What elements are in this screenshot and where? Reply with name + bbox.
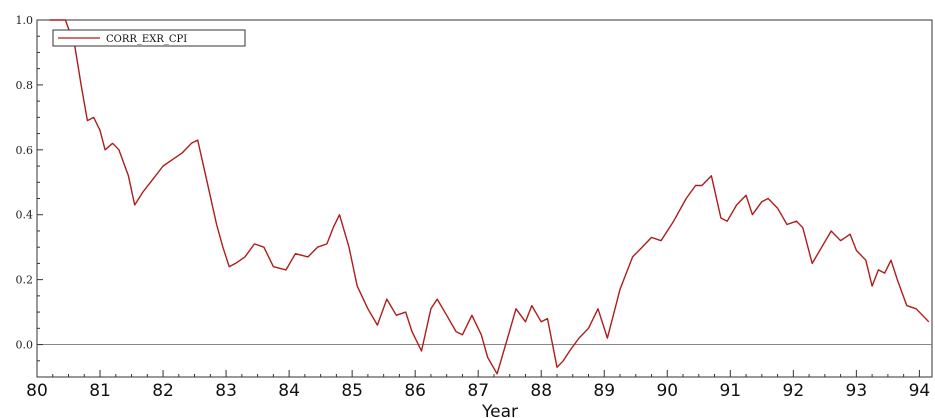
plot-border [36,19,933,378]
x-tick-label: 92 [783,381,805,401]
x-tick-label: 93 [846,381,868,401]
legend: CORR_EXR_CPI [52,29,246,47]
x-tick-label: 89 [593,381,615,401]
x-tick-label: 87 [467,381,489,401]
x-tick-label: 91 [719,381,741,401]
x-tick-label: 90 [656,381,678,401]
x-tick-label: 85 [341,381,363,401]
x-tick-label: 94 [909,381,931,401]
x-tick-label: 86 [404,381,426,401]
legend-label: CORR_EXR_CPI [106,34,187,45]
x-tick-label: 88 [530,381,552,401]
y-tick-label: 0.2 [16,274,34,287]
x-tick-label: 80 [26,381,48,401]
y-tick-label: 0.4 [16,209,34,222]
x-axis-ticks: 80 81 82 83 84 85 86 87 88 89 90 91 92 93 94 [26,370,930,401]
y-tick-label: 0.0 [16,339,34,352]
series-layer [49,19,930,375]
series-line-corr-exr-cpi [49,19,930,375]
x-tick-label: 81 [89,381,111,401]
x-tick-label: 84 [278,381,300,401]
y-tick-label: 0.6 [16,144,34,157]
x-tick-label: 82 [152,381,174,401]
y-axis-ticks: 0.0 0.2 0.4 0.6 0.8 1.0 [16,14,43,378]
legend-box [52,29,246,47]
y-tick-label: 1.0 [16,14,34,27]
plot-frame [36,19,933,378]
x-axis-title: Year [481,402,518,418]
y-tick-label: 0.8 [16,79,34,92]
x-tick-label: 83 [215,381,237,401]
